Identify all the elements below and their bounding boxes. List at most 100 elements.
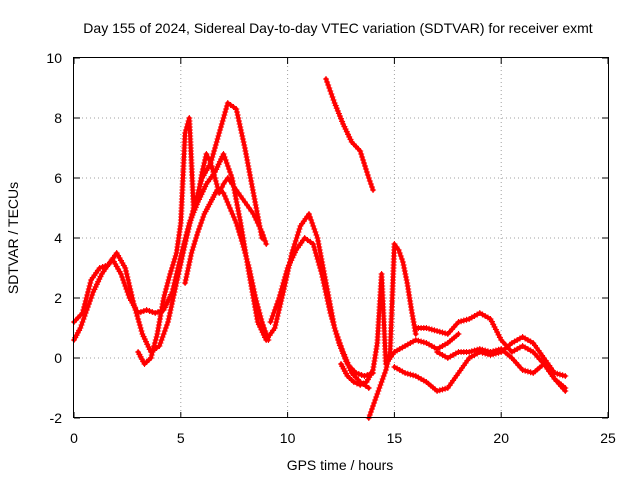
data-point [332, 102, 339, 109]
data-point [412, 337, 419, 343]
data-point [291, 249, 298, 256]
data-point [247, 172, 253, 178]
data-point [338, 115, 344, 122]
series-line [72, 101, 264, 354]
data-point [345, 131, 351, 138]
data-point [134, 313, 141, 319]
data-point [137, 309, 144, 315]
data-point [281, 277, 288, 283]
data-point [256, 223, 263, 229]
data-point [308, 217, 315, 223]
data-point [271, 307, 278, 313]
data-point [182, 241, 189, 247]
x-tick-label: 25 [600, 430, 616, 446]
data-point [378, 379, 385, 385]
data-point [189, 211, 196, 217]
data-point [87, 280, 94, 286]
data-point [491, 323, 498, 330]
data-point [187, 217, 194, 223]
data-point [490, 348, 497, 355]
data-point [527, 369, 534, 376]
data-point [347, 136, 354, 143]
data-point [200, 163, 207, 169]
data-point [81, 301, 88, 307]
data-point [272, 304, 279, 310]
data-point [263, 331, 270, 337]
data-point [559, 372, 566, 379]
data-point [130, 298, 137, 304]
data-point [160, 295, 167, 301]
data-point [130, 301, 137, 307]
data-point [180, 250, 187, 256]
data-point [169, 298, 176, 304]
data-point [124, 274, 131, 280]
data-point [83, 295, 90, 301]
data-point [138, 328, 145, 334]
data-point [318, 271, 325, 277]
data-point [201, 160, 208, 166]
data-point [260, 322, 266, 328]
data-point [152, 310, 159, 316]
data-point [442, 385, 449, 392]
data-point [254, 301, 261, 307]
data-point [519, 367, 526, 373]
data-point [235, 211, 242, 217]
data-point [373, 394, 380, 400]
data-point [148, 352, 155, 358]
data-point [165, 296, 172, 303]
data-point [363, 169, 370, 175]
data-point [191, 202, 198, 208]
data-point [181, 244, 188, 250]
data-point [219, 118, 226, 124]
data-point [212, 145, 218, 151]
data-point [380, 373, 387, 379]
data-point [261, 235, 268, 241]
data-point [293, 235, 300, 241]
data-point [190, 205, 197, 211]
data-point [374, 391, 381, 397]
data-point [174, 277, 181, 283]
data-point [215, 161, 222, 168]
data-point [365, 385, 372, 391]
data-point [330, 97, 337, 103]
data-point [264, 334, 271, 340]
data-point [476, 346, 483, 352]
data-point [151, 343, 158, 349]
data-point [86, 283, 93, 289]
data-point [234, 109, 240, 115]
data-point [147, 355, 154, 361]
data-point [562, 385, 569, 391]
data-point [160, 331, 167, 337]
data-point [212, 142, 219, 148]
data-point [271, 325, 278, 331]
data-point [402, 271, 409, 277]
data-point [212, 178, 219, 184]
data-point [192, 199, 199, 205]
data-point [339, 347, 346, 354]
data-point [335, 110, 342, 117]
data-point [276, 292, 283, 298]
data-point [278, 286, 285, 292]
data-point [238, 238, 245, 244]
data-point [494, 329, 501, 336]
data-point [327, 310, 334, 316]
data-point [216, 158, 223, 165]
data-point [238, 130, 245, 136]
data-point [242, 148, 249, 154]
data-point [184, 268, 191, 274]
data-point [162, 289, 169, 295]
data-point [324, 295, 330, 301]
data-point [141, 336, 148, 343]
data-point [223, 160, 230, 166]
data-point [79, 319, 86, 325]
data-point [403, 277, 410, 283]
data-point [96, 265, 103, 271]
data-point [230, 214, 237, 220]
data-point [172, 283, 179, 289]
data-point [235, 226, 242, 232]
data-point [361, 160, 367, 166]
data-point [283, 268, 290, 274]
data-point [246, 265, 253, 271]
data-point [128, 292, 135, 298]
data-point [166, 274, 173, 280]
